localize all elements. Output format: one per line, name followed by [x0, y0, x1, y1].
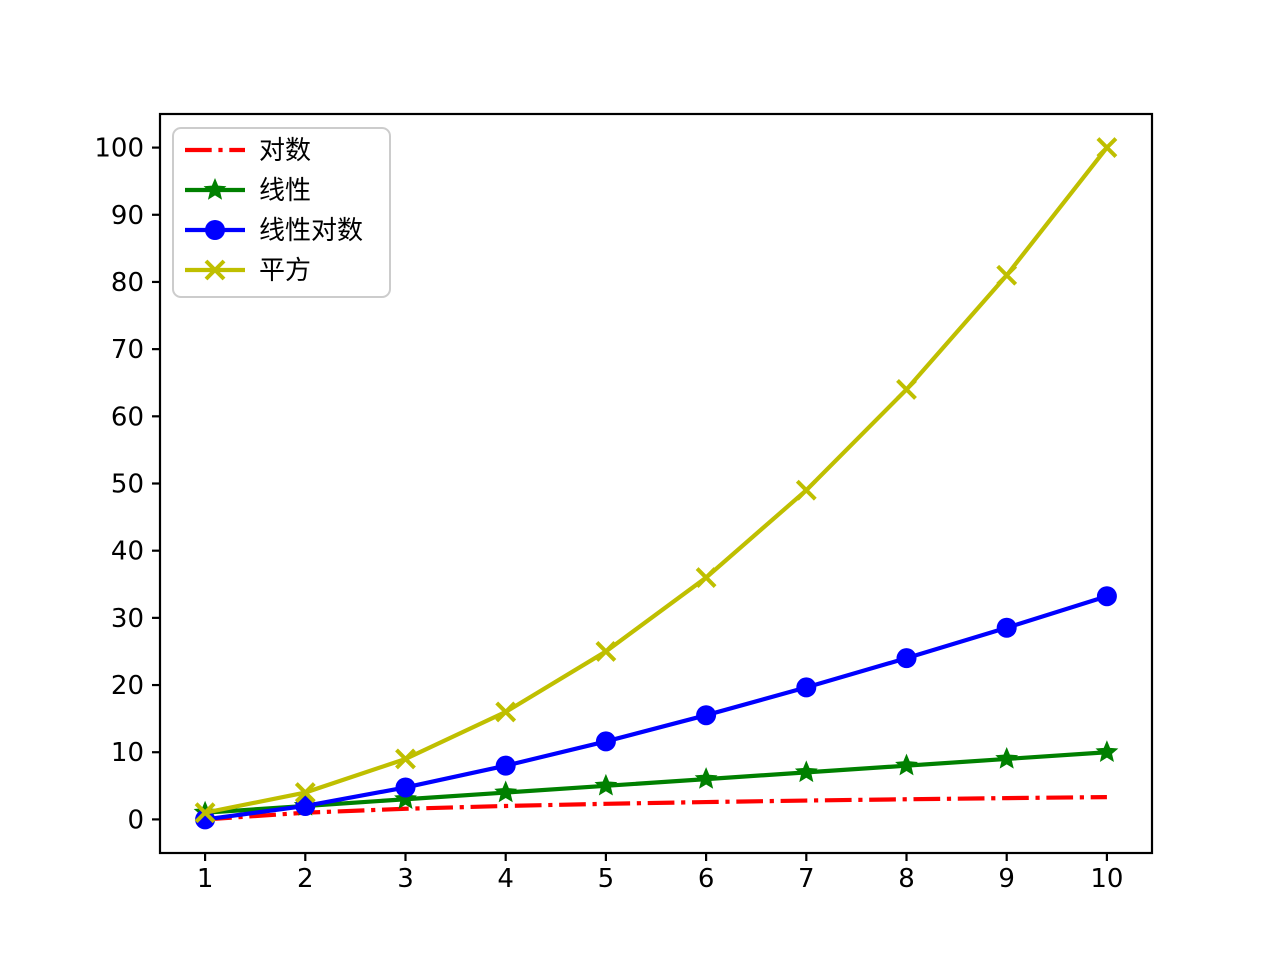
series-2-marker	[295, 795, 316, 816]
series-3-marker	[695, 567, 717, 588]
x-tick-label: 10	[1090, 864, 1123, 894]
series-1-marker	[995, 746, 1019, 769]
series-2-marker	[495, 755, 516, 776]
y-tick-label: 40	[111, 537, 144, 567]
series-2-marker	[696, 705, 717, 726]
series-1-marker	[1095, 740, 1119, 762]
series-1-marker	[494, 780, 518, 803]
series-3-marker	[795, 479, 817, 501]
x-tick-label: 9	[998, 864, 1015, 894]
series-3-marker	[294, 782, 316, 803]
series-2-marker	[996, 617, 1017, 638]
series-2-marker	[395, 777, 416, 798]
y-tick-label: 70	[111, 335, 144, 365]
series-3-marker	[896, 379, 917, 400]
y-tick-label: 20	[111, 671, 144, 701]
legend-label-2: 线性对数	[259, 216, 363, 246]
x-tick-label: 6	[698, 864, 715, 894]
x-tick-label: 2	[297, 864, 314, 894]
series-line-2	[204, 594, 1108, 822]
legend-sample-marker-2	[205, 220, 225, 240]
x-tick-label: 3	[397, 864, 414, 894]
series-3-marker	[194, 802, 216, 824]
y-tick-label: 80	[111, 268, 144, 298]
x-tick-label: 5	[598, 864, 615, 894]
series-3-marker	[1096, 137, 1118, 159]
legend-label-0: 对数	[259, 136, 311, 166]
series-3-marker	[495, 701, 517, 723]
legend-sample-marker-1	[203, 178, 227, 200]
series-2-marker	[796, 677, 817, 698]
series-1-marker	[594, 773, 618, 796]
legend-label-1: 线性	[259, 176, 311, 206]
series-3-marker	[996, 264, 1018, 286]
y-tick-label: 10	[111, 738, 144, 768]
x-tick-label: 4	[497, 864, 514, 894]
series-2-marker	[896, 648, 917, 669]
plot-area-border	[158, 112, 1154, 855]
y-tick-label: 0	[127, 805, 144, 835]
legend-sample-marker-3	[204, 259, 226, 281]
series-1-marker	[694, 767, 718, 789]
y-tick-label: 60	[111, 402, 144, 432]
series-3-marker	[395, 748, 416, 770]
y-tick-label: 90	[111, 201, 144, 231]
x-tick-label: 8	[898, 864, 915, 894]
x-tick-label: 7	[798, 864, 815, 894]
series-2-marker	[1096, 586, 1117, 607]
series-1-marker	[895, 753, 918, 776]
series-line-0	[204, 794, 1107, 822]
series-2-marker	[595, 731, 616, 752]
series-line-3	[204, 146, 1109, 815]
y-tick-label: 50	[111, 470, 144, 500]
x-tick-label: 1	[197, 864, 214, 894]
series-1-marker	[794, 760, 818, 783]
series-line-1	[204, 750, 1108, 815]
y-tick-label: 30	[111, 604, 144, 634]
series-2-marker	[195, 809, 216, 830]
y-tick-label: 100	[94, 134, 144, 164]
series-3-marker	[595, 641, 617, 662]
legend-label-3: 平方	[259, 256, 311, 286]
series-1-marker	[394, 787, 417, 809]
legend-box	[172, 127, 391, 298]
